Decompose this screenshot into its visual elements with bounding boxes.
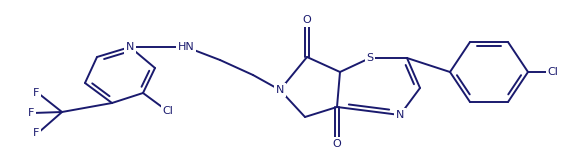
Text: N: N — [396, 110, 404, 120]
Text: S: S — [366, 53, 373, 63]
Text: Cl: Cl — [548, 67, 559, 77]
Text: HN: HN — [178, 42, 194, 52]
Text: O: O — [302, 15, 312, 25]
Text: N: N — [178, 43, 186, 53]
Text: F: F — [28, 108, 34, 118]
Text: F: F — [33, 128, 39, 138]
Text: N: N — [276, 85, 284, 95]
Text: O: O — [332, 139, 342, 149]
Text: Cl: Cl — [163, 106, 174, 116]
Text: H: H — [183, 41, 189, 49]
Text: F: F — [33, 88, 39, 98]
Text: N: N — [126, 42, 134, 52]
